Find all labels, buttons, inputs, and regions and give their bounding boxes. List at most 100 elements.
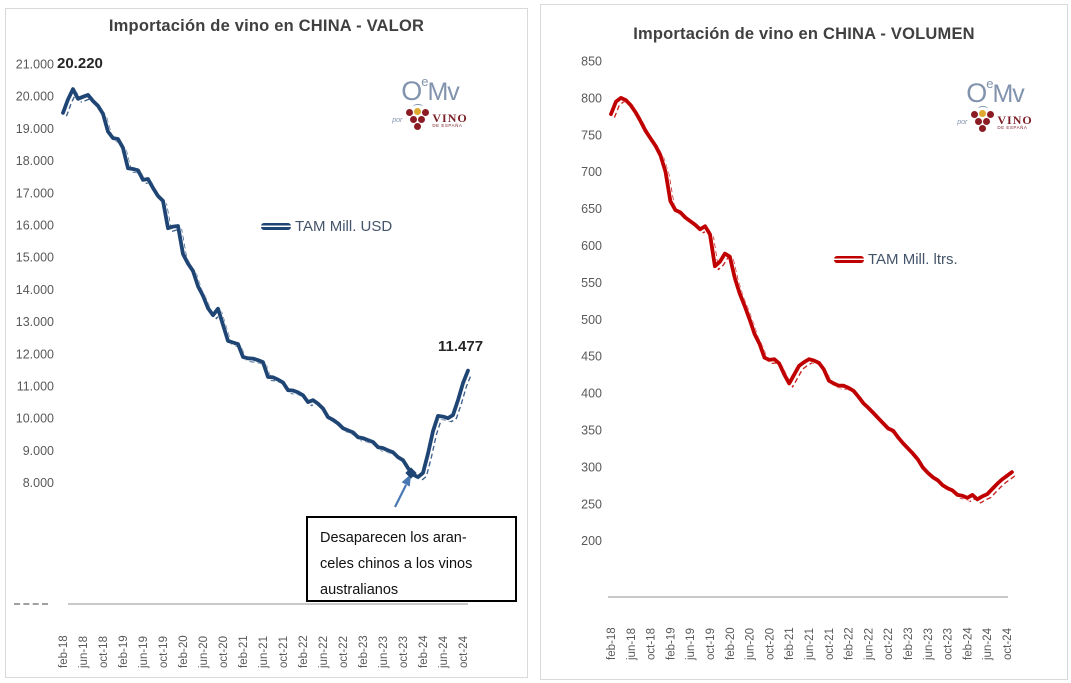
svg-text:oct-24: oct-24 <box>1002 627 1014 660</box>
annotation-line-3: australianos <box>320 582 399 598</box>
logo-por-text: por <box>392 116 403 124</box>
volumen-chart-panel: 850 800 750 700 650 600 550 500 450 400 350 300 250 2… <box>540 4 1068 680</box>
volumen-chart-canvas: 850 800 750 700 650 600 550 500 450 400 350 300 250 2… <box>581 55 1016 661</box>
valor-chart-canvas: 21.000 20.000 19.000 18.000 17.000 16.000 15.0… <box>16 58 473 669</box>
svg-text:16.000: 16.000 <box>16 219 54 233</box>
volumen-legend-label: TAM Mill. ltrs. <box>868 251 958 268</box>
oemv-logo-brand: OeMv <box>966 76 1025 108</box>
svg-text:jun-20: jun-20 <box>198 636 210 669</box>
clipped-axis-label <box>14 603 48 605</box>
volumen-chart-title: Importación de vino en CHINA - VOLUMEN <box>633 25 975 43</box>
svg-text:500: 500 <box>581 313 602 327</box>
svg-text:750: 750 <box>581 128 602 142</box>
valor-legend: TAM Mill. USD <box>261 218 392 235</box>
svg-text:feb-24: feb-24 <box>962 627 974 660</box>
grapes-icon <box>405 104 430 133</box>
svg-text:jun-19: jun-19 <box>138 636 150 669</box>
annotation-line-1: Desaparecen los aran- <box>320 530 467 546</box>
tariff-annotation-box: Desaparecen los aran- celes chinos a los… <box>306 516 517 602</box>
svg-text:oct-18: oct-18 <box>98 636 110 668</box>
svg-text:jun-21: jun-21 <box>258 636 270 669</box>
svg-text:13.000: 13.000 <box>16 315 54 329</box>
volumen-legend: TAM Mill. ltrs. <box>834 251 958 268</box>
svg-text:oct-19: oct-19 <box>158 636 170 668</box>
svg-text:feb-21: feb-21 <box>784 627 796 660</box>
svg-text:21.000: 21.000 <box>16 58 54 72</box>
svg-text:feb-20: feb-20 <box>725 627 737 660</box>
svg-text:jun-22: jun-22 <box>318 636 330 669</box>
svg-text:400: 400 <box>581 387 602 401</box>
svg-text:jun-24: jun-24 <box>982 627 994 661</box>
oemv-logo: OeMv por VINO DE ESPAÑA <box>945 77 1045 135</box>
svg-text:jun-18: jun-18 <box>78 636 90 669</box>
svg-text:feb-18: feb-18 <box>606 627 618 660</box>
svg-text:jun-21: jun-21 <box>804 628 816 661</box>
svg-text:feb-18: feb-18 <box>58 635 70 668</box>
svg-text:300: 300 <box>581 460 602 474</box>
svg-text:jun-23: jun-23 <box>378 636 390 669</box>
valor-peak-value-label: 20.220 <box>57 55 103 72</box>
svg-text:jun-20: jun-20 <box>745 628 757 661</box>
valor-legend-line-marker <box>261 223 291 230</box>
svg-text:jun-18: jun-18 <box>626 628 638 661</box>
svg-text:feb-22: feb-22 <box>844 627 856 660</box>
svg-text:600: 600 <box>581 239 602 253</box>
annotation-line-2: celes chinos a los vinos <box>320 556 473 572</box>
svg-text:8.000: 8.000 <box>23 476 54 490</box>
svg-text:850: 850 <box>581 55 602 69</box>
logo-de-espana-text: DE ESPAÑA <box>997 124 1028 130</box>
svg-text:18.000: 18.000 <box>16 154 54 168</box>
svg-text:19.000: 19.000 <box>16 122 54 136</box>
svg-text:oct-21: oct-21 <box>278 636 290 668</box>
svg-text:oct-23: oct-23 <box>943 628 955 660</box>
logo-vino-text: VINO <box>432 110 468 125</box>
oemv-logo-brand: OeMv <box>401 74 460 106</box>
logo-por-text: por <box>957 118 968 126</box>
svg-text:550: 550 <box>581 276 602 290</box>
svg-text:feb-19: feb-19 <box>665 627 677 660</box>
svg-text:feb-23: feb-23 <box>903 627 915 660</box>
svg-text:14.000: 14.000 <box>16 283 54 297</box>
svg-text:350: 350 <box>581 424 602 438</box>
svg-text:oct-20: oct-20 <box>218 636 230 668</box>
volumen-legend-line-marker <box>834 256 864 263</box>
svg-text:800: 800 <box>581 91 602 105</box>
svg-text:jun-22: jun-22 <box>863 628 875 661</box>
svg-text:feb-22: feb-22 <box>298 635 310 668</box>
svg-text:feb-24: feb-24 <box>418 635 430 668</box>
valor-end-value-label: 11.477 <box>438 338 484 355</box>
svg-text:jun-23: jun-23 <box>923 628 935 661</box>
svg-text:jun-19: jun-19 <box>685 628 697 661</box>
svg-text:9.000: 9.000 <box>23 444 54 458</box>
logo-vino-text: VINO <box>997 112 1033 127</box>
svg-text:feb-21: feb-21 <box>238 635 250 668</box>
svg-text:17.000: 17.000 <box>16 186 54 200</box>
valor-chart-title: Importación de vino en CHINA - VALOR <box>108 17 425 35</box>
svg-text:feb-23: feb-23 <box>358 635 370 668</box>
svg-text:15.000: 15.000 <box>16 251 54 265</box>
svg-text:oct-20: oct-20 <box>764 628 776 660</box>
svg-text:250: 250 <box>581 497 602 511</box>
svg-text:oct-21: oct-21 <box>824 628 836 660</box>
svg-text:oct-24: oct-24 <box>458 635 470 668</box>
svg-text:oct-19: oct-19 <box>705 628 717 660</box>
valor-legend-label: TAM Mill. USD <box>295 218 393 235</box>
svg-text:oct-22: oct-22 <box>883 628 895 660</box>
svg-text:450: 450 <box>581 350 602 364</box>
logo-de-espana-text: DE ESPAÑA <box>432 122 463 128</box>
svg-text:20.000: 20.000 <box>16 90 54 104</box>
svg-text:feb-19: feb-19 <box>118 635 130 668</box>
grapes-icon <box>970 106 995 135</box>
svg-text:oct-22: oct-22 <box>338 636 350 668</box>
valor-chart-panel: 21.000 20.000 19.000 18.000 17.000 16.000 15.0… <box>5 8 528 678</box>
svg-text:feb-20: feb-20 <box>178 635 190 668</box>
svg-text:oct-23: oct-23 <box>398 636 410 668</box>
oemv-logo: OeMv por VINO DE ESPAÑA <box>380 75 480 133</box>
svg-text:10.000: 10.000 <box>16 412 54 426</box>
svg-text:700: 700 <box>581 165 602 179</box>
svg-text:650: 650 <box>581 202 602 216</box>
svg-text:12.000: 12.000 <box>16 347 54 361</box>
svg-text:oct-18: oct-18 <box>646 628 658 660</box>
svg-text:200: 200 <box>581 534 602 548</box>
svg-text:11.000: 11.000 <box>17 380 54 394</box>
